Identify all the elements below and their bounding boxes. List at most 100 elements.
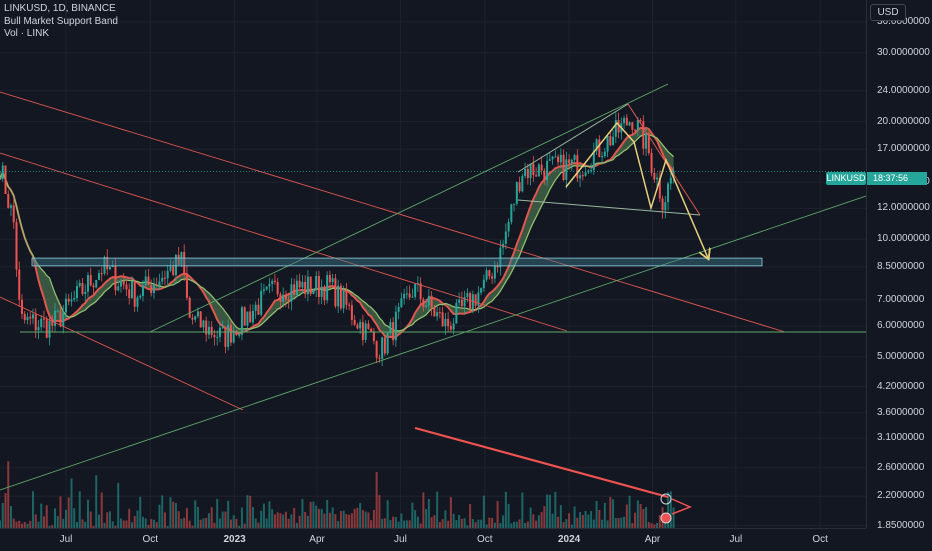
volume-bar [507,503,510,528]
event-marker-icon [660,493,672,505]
chart-legend[interactable]: LINKUSD, 1D, BINANCE Bull Market Support… [4,3,118,41]
volume-bar [361,510,364,528]
volume-bar [422,492,425,528]
candle-body [488,270,491,277]
volume-bar [667,492,670,528]
volume-bar [163,512,166,528]
volume-bar [359,503,362,528]
volume-bar [40,503,43,528]
volume-bar [295,522,298,528]
volume-bar [551,513,554,528]
volume-bar [84,521,87,528]
candle-body [7,193,10,208]
candle-body [623,117,626,124]
candle-body [477,292,480,306]
volume-bar [647,522,650,528]
legend-indicator-volume[interactable]: Vol · LINK [4,28,50,39]
candle-body [496,265,499,268]
volume-bar [235,518,238,528]
volume-bar [207,513,210,528]
candle-body [378,357,381,359]
candle-body [34,314,37,331]
volume-bar [282,514,285,528]
volume-bar [466,525,469,528]
candle-body [381,337,384,359]
candle-body [499,247,502,268]
volume-bar [152,519,155,528]
candle-body [592,150,595,171]
volume-bar [628,495,631,528]
price-axis-label: 17.0000000 [877,143,930,155]
volume-bar [612,499,615,528]
volume-bar [284,511,287,528]
volume-bar [576,517,579,528]
volume-bar [133,516,136,528]
candle-body [287,299,290,302]
price-axis-label: 3.6000000 [877,406,925,418]
candle-body [18,269,21,300]
candle-body [213,334,216,338]
candle-body [554,156,557,158]
candle-body [565,159,568,180]
candle-body [510,204,513,222]
chart-pane[interactable]: LINKUSD, 1D, BINANCE Bull Market Support… [0,0,866,528]
candle-body [249,311,252,323]
candle-body [100,273,103,275]
price-axis-label: 30.0000000 [877,46,930,58]
volume-bar [378,494,381,528]
time-axis-label: Jul [59,534,73,545]
candle-body [491,276,494,279]
volume-bar [271,509,274,528]
volume-bar [449,497,452,528]
time-axis[interactable]: Jul Oct 2023 Apr Jul Oct 2024 Apr Jul Oct [0,528,866,551]
volume-bar [603,502,606,528]
candle-body [521,175,524,192]
volume-bar [370,520,373,528]
volume-bar [653,524,656,528]
legend-symbol[interactable]: LINKUSD, 1D, BINANCE [4,3,116,14]
price-chart[interactable] [0,0,866,528]
price-axis-label: 8.5000000 [877,260,925,272]
candle-body [29,316,32,319]
candle-body [628,122,631,126]
candle-body [634,129,637,131]
volume-bar [444,510,447,528]
candle-body [117,286,120,291]
legend-indicator-band[interactable]: Bull Market Support Band [4,15,118,27]
candle-body [262,289,265,291]
candle-body [669,177,672,184]
volume-bar [328,512,331,528]
volume-bar [224,511,227,528]
price-axis-label: 7.0000000 [877,293,925,305]
candle-body [389,322,392,333]
currency-button[interactable]: USD [870,4,906,21]
volume-bar [92,526,95,528]
volume-bar [122,520,125,528]
candle-body [1,165,4,180]
candle-body [70,299,73,302]
candle-body [4,165,7,194]
candle-body [394,311,397,341]
candle-body [304,281,307,295]
candle-body [92,285,95,288]
volume-bar [125,520,128,528]
volume-bar [251,507,254,528]
volume-bar [455,519,458,528]
volume-bar [31,491,34,528]
volume-bar [265,518,268,528]
candle-body [543,170,546,181]
candle-body [128,289,131,299]
candle-body [598,139,601,158]
volume-bar [257,522,260,528]
candle-body [315,276,318,290]
volume-bar [548,494,551,528]
volume-bar [430,517,433,528]
volume-bar [532,514,535,528]
candle-body [515,182,518,204]
volume-bar [496,501,499,528]
candle-body [161,277,164,282]
volume-bar [108,511,111,528]
volume-bar [37,521,40,528]
price-axis[interactable]: 36.0000000 30.0000000 24.0000000 20.0000000… [866,0,932,531]
resistance-zone [31,257,763,267]
